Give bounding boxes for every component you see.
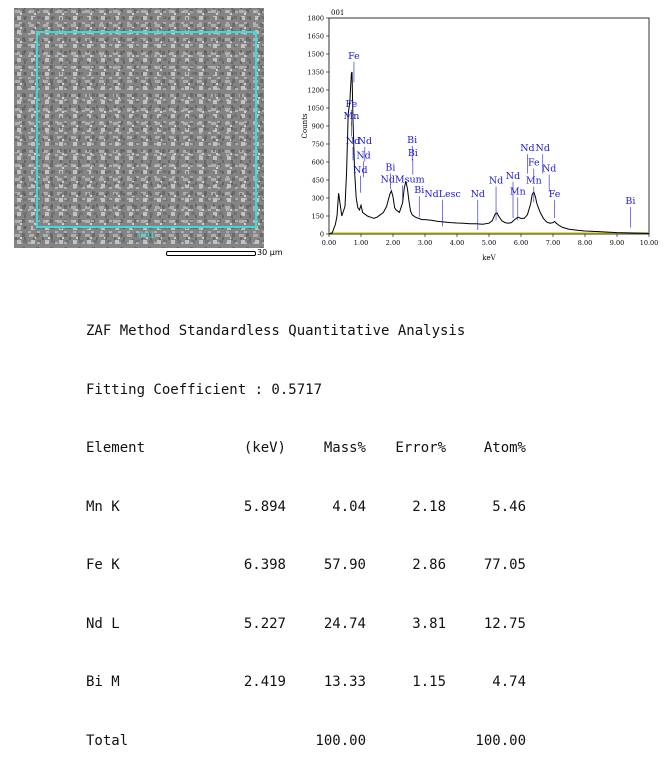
table-row: Nd L 5.227 24.74 3.81 12.75 bbox=[86, 615, 526, 635]
x-tick-label: 8.00 bbox=[578, 239, 592, 247]
cell-atom: 77.05 bbox=[483, 557, 526, 573]
peak-label: Bi bbox=[625, 196, 635, 207]
cell-element: Fe K bbox=[86, 557, 120, 573]
peak-label: Nd bbox=[353, 165, 367, 176]
zaf-title: ZAF Method Standardless Quantitative Ana… bbox=[86, 323, 466, 339]
cell-error: 2.18 bbox=[412, 498, 446, 515]
x-tick-label: 7.00 bbox=[546, 239, 560, 247]
x-tick-label: 9.00 bbox=[610, 239, 624, 247]
y-tick-label: 750 bbox=[312, 140, 324, 148]
y-tick-label: 900 bbox=[312, 122, 324, 130]
y-tick-label: 600 bbox=[312, 158, 324, 166]
x-tick-label: 4.00 bbox=[450, 239, 464, 247]
peak-label: Bi bbox=[414, 185, 424, 196]
plot-frame bbox=[328, 17, 650, 235]
cell-kev: 5.227 bbox=[243, 615, 286, 632]
cell-kev: 2.419 bbox=[243, 674, 286, 690]
peak-label: Mn bbox=[510, 186, 526, 197]
plot-area: 0 150 300 450 600 750 900 1050 1200 1350 1500 1650 1… bbox=[301, 9, 658, 262]
peak-label: Bi bbox=[407, 135, 417, 146]
y-tick-label: 1650 bbox=[307, 32, 324, 40]
scale-bar bbox=[166, 251, 256, 256]
cell-element: Mn K bbox=[86, 498, 120, 515]
zaf-header-row: Element (keV) Mass% Error% Atom% bbox=[86, 439, 526, 459]
peak-label: NdLesc bbox=[424, 189, 461, 200]
cell-total-mass: 100.00 bbox=[315, 732, 366, 749]
zaf-analysis-table: ZAF Method Standardless Quantitative Ana… bbox=[86, 283, 526, 771]
cell-mass: 13.33 bbox=[323, 674, 366, 690]
cell-element: Bi M bbox=[86, 674, 120, 690]
peak-label: Fe bbox=[348, 51, 360, 62]
peak-label: Nd bbox=[536, 143, 550, 154]
cell-atom: 4.74 bbox=[492, 674, 526, 690]
peak-label: Nd bbox=[489, 176, 503, 187]
peak-label: Bi bbox=[385, 162, 395, 173]
y-tick-label: 1500 bbox=[307, 50, 324, 58]
peak-label: Bi bbox=[408, 148, 418, 159]
x-tick-label: 2.00 bbox=[386, 239, 400, 247]
cell-total-atom: 100.00 bbox=[475, 732, 526, 749]
cell-atom: 12.75 bbox=[483, 615, 526, 632]
cell-mass: 4.04 bbox=[332, 498, 366, 515]
cell-error: 3.81 bbox=[412, 615, 446, 632]
table-row: Mn K 5.894 4.04 2.18 5.46 bbox=[86, 498, 526, 518]
y-tick-label: 1200 bbox=[307, 86, 324, 94]
cell-kev: 5.894 bbox=[243, 498, 286, 515]
peak-label: Nd bbox=[356, 150, 370, 161]
peak-label: Nd bbox=[506, 171, 520, 182]
peak-label: Nd bbox=[346, 136, 360, 147]
header-atom: Atom% bbox=[483, 440, 526, 456]
cell-mass: 24.74 bbox=[323, 615, 366, 632]
cell-error: 1.15 bbox=[412, 674, 446, 690]
peak-label: Nd bbox=[542, 164, 556, 175]
cell-mass: 57.90 bbox=[323, 557, 366, 573]
spectrum-line bbox=[328, 71, 650, 235]
y-tick-label: 300 bbox=[312, 194, 324, 202]
x-tick-label: 3.00 bbox=[418, 239, 432, 247]
peak-label: Mn bbox=[526, 176, 542, 187]
x-tick-label: 0.00 bbox=[322, 239, 336, 247]
peak-label: Fe bbox=[346, 99, 358, 110]
sem-micrograph: 001 bbox=[14, 8, 264, 248]
cell-total-label: Total bbox=[86, 732, 129, 749]
y-tick-label: 1800 bbox=[307, 14, 324, 22]
eds-spectrum-chart: 0 150 300 450 600 750 900 1050 1200 1350 1500 1650 1… bbox=[301, 9, 658, 262]
x-tick-label: 10.00 bbox=[640, 239, 658, 247]
header-kev: (keV) bbox=[243, 440, 286, 456]
cell-error: 2.86 bbox=[412, 557, 446, 573]
peak-label: Nd bbox=[358, 136, 372, 147]
header-element: Element bbox=[86, 440, 146, 456]
sem-texture: 001 bbox=[14, 8, 264, 248]
cell-kev: 6.398 bbox=[243, 557, 286, 573]
y-tick-label: 150 bbox=[312, 212, 324, 220]
peak-label: Nd bbox=[520, 143, 534, 154]
chart-corner-label: 001 bbox=[331, 9, 344, 17]
x-tick-label: 1.00 bbox=[354, 239, 368, 247]
cell-atom: 5.46 bbox=[492, 498, 526, 515]
y-tick-label: 0 bbox=[320, 230, 324, 238]
x-tick-label: 6.00 bbox=[514, 239, 528, 247]
table-row: Bi M 2.419 13.33 1.15 4.74 bbox=[86, 673, 526, 693]
y-tick-label: 450 bbox=[312, 176, 324, 184]
y-axis-title: Counts bbox=[301, 113, 309, 138]
peak-label: Mn bbox=[343, 111, 359, 122]
analysis-region-box bbox=[36, 31, 257, 228]
peak-label: Nd bbox=[471, 189, 485, 200]
peak-label: Fe bbox=[528, 158, 540, 169]
y-tick-label: 1050 bbox=[307, 104, 324, 112]
zaf-fitting-coefficient: Fitting Coefficient : 0.5717 bbox=[86, 381, 323, 398]
table-row: Fe K 6.398 57.90 2.86 77.05 bbox=[86, 556, 526, 576]
peak-label: NdMsum bbox=[381, 174, 425, 185]
y-tick-label: 1350 bbox=[307, 68, 324, 76]
cell-element: Nd L bbox=[86, 615, 120, 632]
header-mass: Mass% bbox=[323, 440, 366, 456]
x-tick-label: 5.00 bbox=[482, 239, 496, 247]
header-error: Error% bbox=[395, 440, 446, 456]
x-axis-title: keV bbox=[482, 254, 496, 262]
total-row: Total 100.00 100.00 bbox=[86, 732, 526, 752]
analysis-region-label: 001 bbox=[138, 231, 155, 241]
peak-label: Fe bbox=[549, 189, 561, 200]
scale-bar-label: 30 μm bbox=[257, 248, 283, 257]
